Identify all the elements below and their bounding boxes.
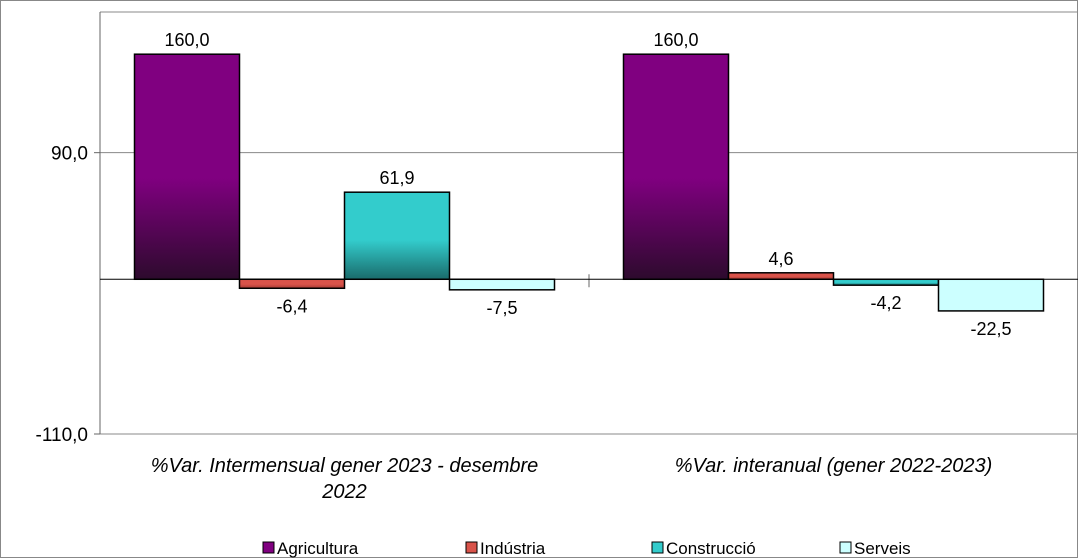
data-label: -22,5 (970, 319, 1011, 339)
legend-label: Construcció (666, 539, 756, 558)
bar-construcció (343, 191, 451, 281)
bar-agricultura (133, 53, 241, 281)
data-labels: 160,0 -6,4 61,9 -7,5 160,0 4,6 -4,2 -22,5 (164, 30, 1011, 339)
data-label: 61,9 (379, 168, 414, 188)
data-label: 4,6 (768, 249, 793, 269)
legend-swatch-agricultura (262, 541, 275, 554)
legend-label: Indústria (480, 539, 546, 558)
y-tick-label: 90,0 (51, 144, 88, 165)
category-label: %Var. interanual (gener 2022-2023) (675, 455, 993, 477)
legend-label: Agricultura (277, 539, 359, 558)
gridlines (100, 11, 1078, 435)
data-label: -4,2 (870, 293, 901, 313)
x-axis: %Var. Intermensual gener 2023 - desembre… (100, 274, 1078, 503)
category-label: %Var. Intermensual gener 2023 - desembre (151, 455, 539, 477)
bar-serveis (937, 278, 1045, 312)
y-axis: 90,0 -110,0 (36, 144, 100, 446)
legend-swatch-serveis (839, 541, 852, 554)
data-label: -6,4 (276, 296, 307, 316)
legend-swatch-indústria (465, 541, 478, 554)
data-label: 160,0 (164, 30, 209, 50)
data-label: -7,5 (486, 298, 517, 318)
data-label: 160,0 (653, 30, 698, 50)
bar-indústria (238, 278, 346, 290)
legend-swatch-construcció (651, 541, 664, 554)
bar-construcció (832, 278, 940, 286)
category-label: 2022 (321, 481, 367, 503)
bar-serveis (448, 278, 556, 291)
bar-agricultura (622, 53, 730, 281)
y-tick-label: -110,0 (36, 425, 88, 446)
legend: Agricultura Indústria Construcció Serveis (262, 539, 911, 558)
bar-indústria (727, 272, 835, 281)
legend-label: Serveis (854, 539, 911, 558)
